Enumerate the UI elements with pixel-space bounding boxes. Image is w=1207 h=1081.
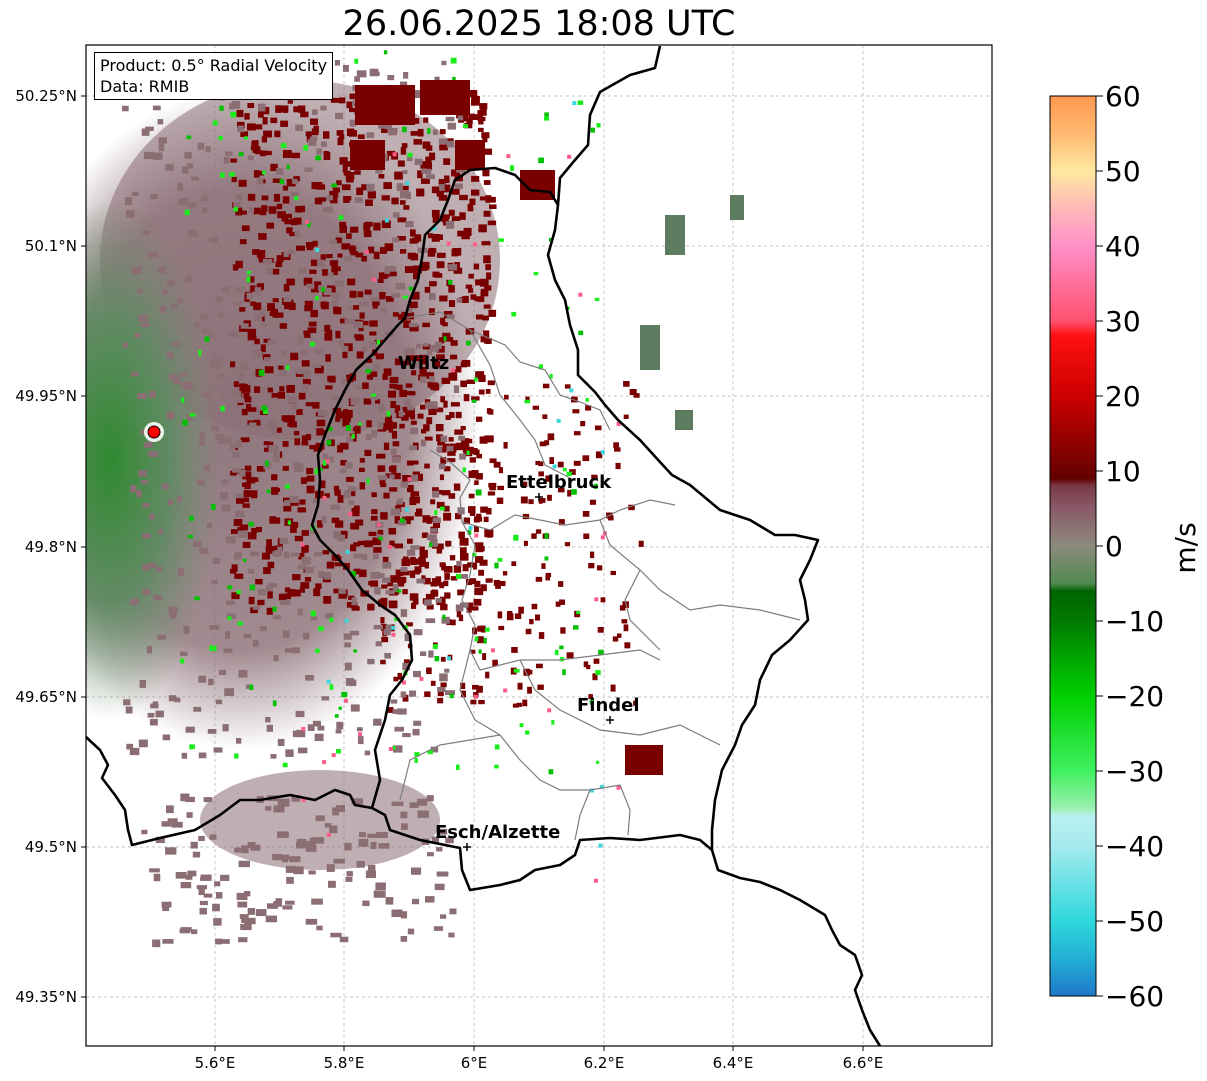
y-tick-label: 49.35°N xyxy=(15,988,77,1006)
y-tick-label: 49.65°N xyxy=(15,688,77,706)
colorbar-tick-label: 30 xyxy=(1105,305,1141,338)
x-tick-label: 5.8°E xyxy=(324,1054,365,1072)
city-markers xyxy=(463,493,614,851)
colorbar-tick-label: −10 xyxy=(1105,605,1164,638)
colorbar-tick-label: −50 xyxy=(1105,905,1164,938)
plot-frame xyxy=(85,44,993,1047)
radar-site-marker xyxy=(144,422,164,442)
x-axis: 5.6°E 5.8°E 6°E 6.2°E 6.4°E 6.6°E xyxy=(195,1046,884,1072)
y-tick-label: 49.95°N xyxy=(15,387,77,405)
colorbar-tick-label: −20 xyxy=(1105,680,1164,713)
y-tick-label: 50.1°N xyxy=(25,237,77,255)
x-tick-label: 6.6°E xyxy=(843,1054,884,1072)
radar-echoes xyxy=(86,50,744,948)
y-tick-label: 49.8°N xyxy=(25,538,77,556)
echo-pixels xyxy=(122,50,744,948)
colorbar-tick-label: −40 xyxy=(1105,830,1164,863)
colorbar-tick-label: 60 xyxy=(1105,80,1141,113)
country-borders xyxy=(85,45,882,1047)
district-borders xyxy=(399,311,801,841)
x-tick-label: 5.6°E xyxy=(195,1054,236,1072)
data-source-line: Data: RMIB xyxy=(100,77,190,96)
colorbar-tick-label: −60 xyxy=(1105,980,1164,1013)
colorbar-tick-label: −30 xyxy=(1105,755,1164,788)
colorbar-tick-label: 20 xyxy=(1105,380,1141,413)
colorbar-scale xyxy=(1049,95,1097,997)
product-info-box: Product: 0.5° Radial Velocity Data: RMIB xyxy=(94,52,334,100)
colorbar-tick-label: 50 xyxy=(1105,155,1141,188)
city-label-esch-alzette: Esch/Alzette xyxy=(435,822,560,843)
colorbar: 60 50 40 30 20 10 0 −10 −20 −30 −40 −50 −60 m/s xyxy=(1049,80,1202,1013)
x-tick-label: 6°E xyxy=(461,1054,488,1072)
colorbar-tick-label: 10 xyxy=(1105,455,1141,488)
city-label-wiltz: Wiltz xyxy=(398,353,449,374)
city-label-findel: Findel xyxy=(577,695,640,716)
product-line: Product: 0.5° Radial Velocity xyxy=(100,56,328,75)
colorbar-unit-label: m/s xyxy=(1169,522,1202,573)
y-axis: 50.25°N 50.1°N 49.95°N 49.8°N 49.65°N 49… xyxy=(15,87,86,1006)
colorbar-ticks: 60 50 40 30 20 10 0 −10 −20 −30 −40 −50 −60 xyxy=(1096,80,1164,1013)
x-tick-label: 6.4°E xyxy=(713,1054,754,1072)
y-tick-label: 49.5°N xyxy=(25,838,77,856)
y-tick-label: 50.25°N xyxy=(15,87,77,105)
x-tick-label: 6.2°E xyxy=(584,1054,625,1072)
city-label-ettelbruck: Ettelbruck xyxy=(506,472,612,493)
colorbar-tick-label: 0 xyxy=(1105,530,1123,563)
colorbar-tick-label: 40 xyxy=(1105,230,1141,263)
map-title: 26.06.2025 18:08 UTC xyxy=(342,4,736,44)
